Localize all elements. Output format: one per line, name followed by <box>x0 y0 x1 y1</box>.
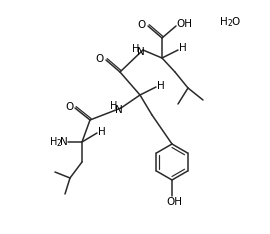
Text: H: H <box>157 81 165 91</box>
Text: N: N <box>115 105 123 115</box>
Text: N: N <box>60 137 68 147</box>
Text: OH: OH <box>166 197 182 207</box>
Text: H: H <box>220 17 228 27</box>
Text: O: O <box>96 54 104 64</box>
Text: O: O <box>138 20 146 30</box>
Text: OH: OH <box>176 19 192 29</box>
Text: H: H <box>50 137 58 147</box>
Text: H: H <box>179 43 187 53</box>
Text: H: H <box>110 101 118 111</box>
Text: 2: 2 <box>227 19 232 29</box>
Text: O: O <box>231 17 239 27</box>
Text: H: H <box>98 127 106 137</box>
Text: H: H <box>132 44 140 54</box>
Text: N: N <box>137 47 145 57</box>
Text: 2: 2 <box>57 139 61 149</box>
Text: O: O <box>65 102 73 112</box>
